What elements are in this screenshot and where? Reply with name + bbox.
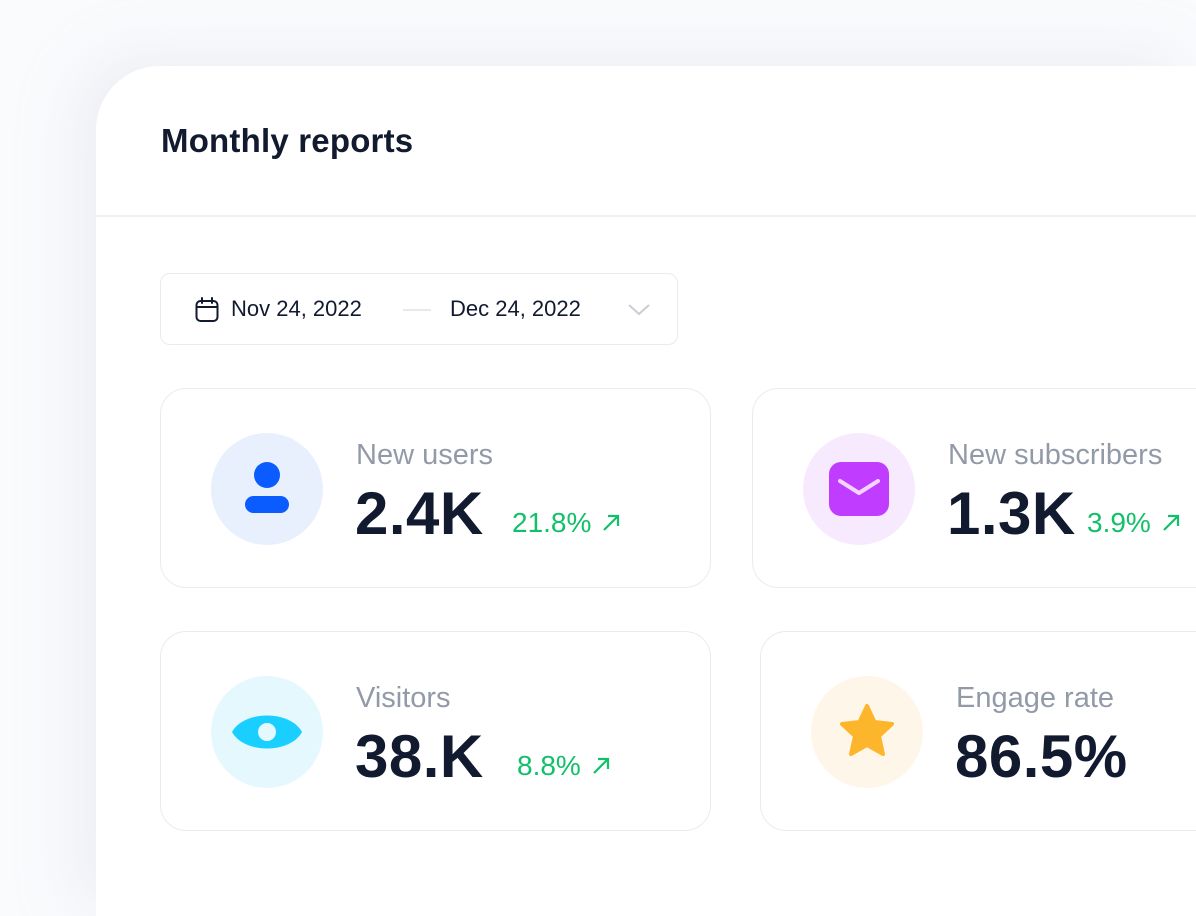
arrow-up-right-icon [603,514,620,531]
stat-label: Visitors [356,682,451,714]
stat-value: 38.K [355,723,484,790]
stat-value: 2.4K [355,480,484,547]
stat-label: Engage rate [956,682,1115,714]
chevron-down-icon[interactable] [627,300,651,318]
stat-card-new-subscribers: New subscribers 1.3K 3.9% [752,388,1196,588]
eye-icon [211,676,323,788]
user-icon [211,433,323,545]
start-date[interactable]: Nov 24, 2022 [231,296,362,321]
stat-label: New users [356,439,493,471]
page-title: Monthly reports [161,122,414,159]
change-percent: 21.8% [512,507,592,538]
stat-card-visitors: Visitors 38.K 8.8% [160,631,711,831]
mail-icon [803,433,915,545]
header-divider [96,215,1196,217]
stat-value: 86.5% [955,723,1128,790]
stat-value: 1.3K [947,480,1076,547]
date-range-picker[interactable]: Nov 24, 2022 Dec 24, 2022 [160,273,678,345]
date-separator [403,309,431,311]
stat-change: 21.8% [512,507,621,539]
stat-card-engage-rate: Engage rate 86.5% [760,631,1196,831]
stat-card-new-users: New users 2.4K 21.8% [160,388,711,588]
end-date[interactable]: Dec 24, 2022 [450,296,581,321]
stat-label: New subscribers [948,439,1163,471]
stat-change: 8.8% [517,750,611,782]
star-icon [811,676,923,788]
change-percent: 8.8% [517,750,581,781]
change-percent: 3.9% [1087,507,1151,538]
calendar-icon [195,297,219,322]
arrow-up-right-icon [593,757,609,774]
arrow-up-right-icon [1163,514,1179,531]
stat-change: 3.9% [1087,507,1181,539]
